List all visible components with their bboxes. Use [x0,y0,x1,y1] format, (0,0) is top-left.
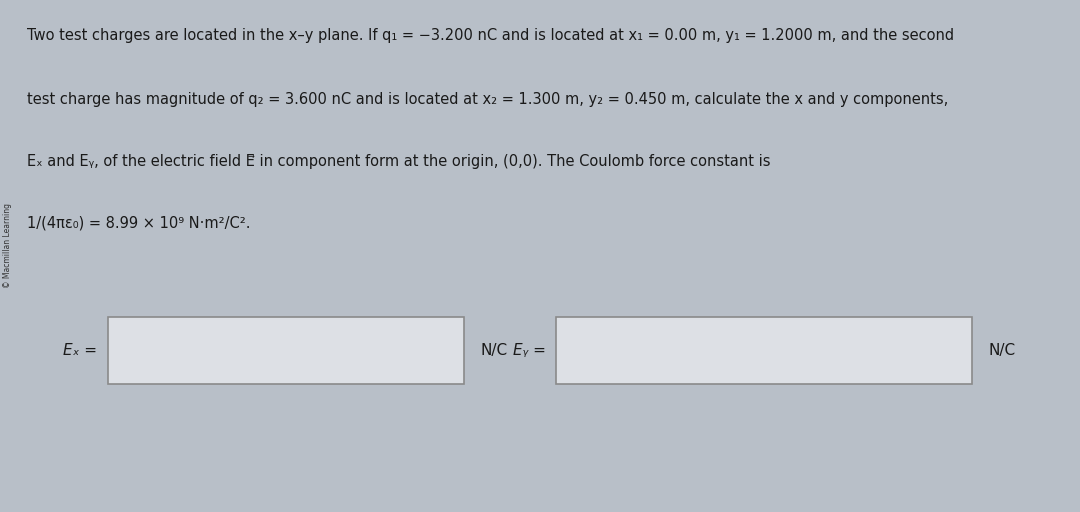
Text: Eₓ =: Eₓ = [64,343,97,358]
FancyBboxPatch shape [108,317,464,384]
Text: N/C: N/C [481,343,508,358]
Text: © Macmillan Learning: © Macmillan Learning [3,203,12,288]
Text: N/C: N/C [988,343,1015,358]
Text: 1/(4πε₀) = 8.99 × 10⁹ N·m²/C².: 1/(4πε₀) = 8.99 × 10⁹ N·m²/C². [27,215,251,230]
Text: Eₓ and Eᵧ, of the electric field E⃗ in component form at the origin, (0,0). The : Eₓ and Eᵧ, of the electric field E⃗ in c… [27,154,770,168]
Text: Eᵧ =: Eᵧ = [513,343,545,358]
Text: test charge has magnitude of q₂ = 3.600 nC and is located at x₂ = 1.300 m, y₂ = : test charge has magnitude of q₂ = 3.600 … [27,92,948,107]
Text: Two test charges are located in the x–y plane. If q₁ = −3.200 nC and is located : Two test charges are located in the x–y … [27,28,954,43]
FancyBboxPatch shape [556,317,972,384]
